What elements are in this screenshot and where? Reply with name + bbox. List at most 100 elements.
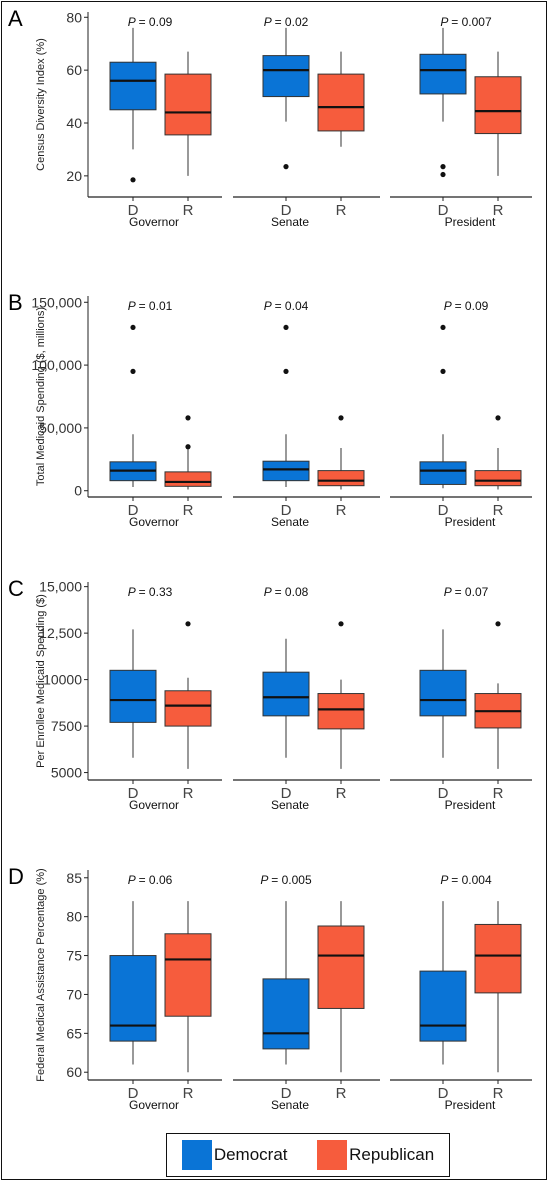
group-label: D bbox=[438, 502, 449, 519]
box-R bbox=[474, 470, 522, 487]
facet-label: President bbox=[445, 215, 496, 229]
p-value-label: P = 0.004 bbox=[440, 873, 492, 887]
y-axis-title: Federal Medical Assistance Percentage (%… bbox=[35, 868, 47, 1081]
panel-A: A Census Diversity Index (%) 20 40 60 80 P = 0… bbox=[8, 6, 532, 229]
p-value-label: P = 0.01 bbox=[128, 299, 173, 313]
legend-swatch-democrat bbox=[181, 1140, 212, 1170]
box-R bbox=[317, 925, 365, 1009]
group-label: R bbox=[336, 502, 347, 519]
p-value-label: P = 0.07 bbox=[444, 585, 489, 599]
p-value-label: P = 0.06 bbox=[128, 873, 173, 887]
box-D bbox=[419, 970, 467, 1042]
group-label: D bbox=[128, 785, 139, 802]
box-R bbox=[164, 690, 212, 727]
outlier-point bbox=[130, 368, 136, 374]
y-tick-label: 15,000 bbox=[39, 579, 82, 595]
y-tick-label: 85 bbox=[66, 870, 82, 886]
y-tick-label: 5000 bbox=[51, 765, 82, 781]
y-tick-label: 80 bbox=[66, 909, 82, 925]
y-tick-label: 100,000 bbox=[31, 357, 82, 373]
y-axis-title: Census Diversity Index (%) bbox=[35, 38, 47, 171]
panel-D: D Federal Medical Assistance Percentage (… bbox=[8, 864, 532, 1112]
facet-label: President bbox=[445, 515, 496, 529]
outlier-point bbox=[440, 368, 446, 374]
y-tick-label: 150,000 bbox=[31, 294, 82, 310]
box-R bbox=[164, 933, 212, 1017]
p-value-label: P = 0.02 bbox=[264, 15, 309, 29]
outlier-point bbox=[185, 415, 191, 421]
box-R bbox=[317, 470, 365, 487]
outlier-point bbox=[495, 415, 501, 421]
p-value-label: P = 0.33 bbox=[128, 585, 173, 599]
group-label: D bbox=[438, 202, 449, 219]
panel-letter: C bbox=[8, 576, 24, 601]
y-tick-label: 50,000 bbox=[39, 420, 82, 436]
panel-letter: A bbox=[8, 6, 23, 31]
legend-label-republican: Republican bbox=[349, 1145, 435, 1164]
facet-label: Senate bbox=[271, 215, 309, 229]
group-label: R bbox=[183, 1085, 194, 1102]
box-D bbox=[419, 53, 467, 95]
outlier-point bbox=[185, 621, 191, 627]
group-label: D bbox=[128, 1085, 139, 1102]
group-label: R bbox=[493, 785, 504, 802]
panel-B: B Total Medicaid Spending ($, millions) 0 5… bbox=[8, 290, 532, 529]
y-tick-label: 40 bbox=[66, 115, 82, 131]
group-label: D bbox=[128, 202, 139, 219]
box-D bbox=[262, 978, 310, 1050]
box-R bbox=[317, 73, 365, 132]
legend-item-democrat: Democrat bbox=[181, 1140, 288, 1170]
group-label: R bbox=[183, 202, 194, 219]
y-tick-label: 80 bbox=[66, 9, 82, 25]
facet-label: Governor bbox=[129, 798, 179, 812]
facet-label: President bbox=[445, 798, 496, 812]
outlier-point bbox=[283, 164, 289, 170]
facet-label: Senate bbox=[271, 798, 309, 812]
outlier-point bbox=[338, 415, 344, 421]
outlier-point bbox=[440, 171, 446, 178]
outlier-point bbox=[283, 324, 289, 331]
box-R bbox=[474, 923, 522, 994]
y-tick-label: 75 bbox=[66, 948, 82, 964]
p-value-label: P = 0.09 bbox=[444, 299, 489, 313]
facet-label: Governor bbox=[129, 215, 179, 229]
p-value-label: P = 0.09 bbox=[128, 15, 173, 29]
y-tick-label: 60 bbox=[66, 62, 82, 78]
legend-swatch-republican bbox=[317, 1140, 348, 1170]
facet-label: Governor bbox=[129, 1098, 179, 1112]
outlier-point bbox=[338, 621, 344, 627]
outlier-point bbox=[185, 444, 191, 450]
group-label: D bbox=[438, 1085, 449, 1102]
y-tick-label: 10000 bbox=[43, 672, 82, 688]
outlier-point bbox=[440, 164, 446, 170]
outlier-point bbox=[130, 177, 136, 183]
group-label: D bbox=[128, 502, 139, 519]
box-D bbox=[109, 955, 157, 1042]
box-D bbox=[419, 669, 467, 717]
y-tick-label: 12,500 bbox=[39, 625, 82, 641]
box-D bbox=[419, 461, 467, 485]
group-label: D bbox=[281, 785, 292, 802]
box-D bbox=[109, 61, 157, 111]
y-tick-label: 7500 bbox=[51, 718, 82, 734]
group-label: D bbox=[281, 1085, 292, 1102]
y-axis-title: Per Enrollee Medicaid Spending ($) bbox=[35, 594, 47, 768]
group-label: D bbox=[438, 785, 449, 802]
group-label: R bbox=[336, 1085, 347, 1102]
group-label: R bbox=[493, 502, 504, 519]
legend-item-republican: Republican bbox=[317, 1140, 434, 1170]
p-value-label: P = 0.005 bbox=[260, 873, 312, 887]
outlier-point bbox=[130, 324, 136, 331]
group-label: R bbox=[336, 202, 347, 219]
p-value-label: P = 0.04 bbox=[264, 299, 309, 313]
box-R bbox=[164, 73, 212, 136]
facet-label: Senate bbox=[271, 515, 309, 529]
box-R bbox=[317, 693, 365, 730]
box-D bbox=[262, 460, 310, 482]
panel-C: C Per Enrollee Medicaid Spending ($) 5000 7… bbox=[8, 576, 532, 812]
legend: Democrat Republican bbox=[166, 1133, 450, 1177]
group-label: R bbox=[493, 202, 504, 219]
outlier-point bbox=[283, 368, 289, 374]
